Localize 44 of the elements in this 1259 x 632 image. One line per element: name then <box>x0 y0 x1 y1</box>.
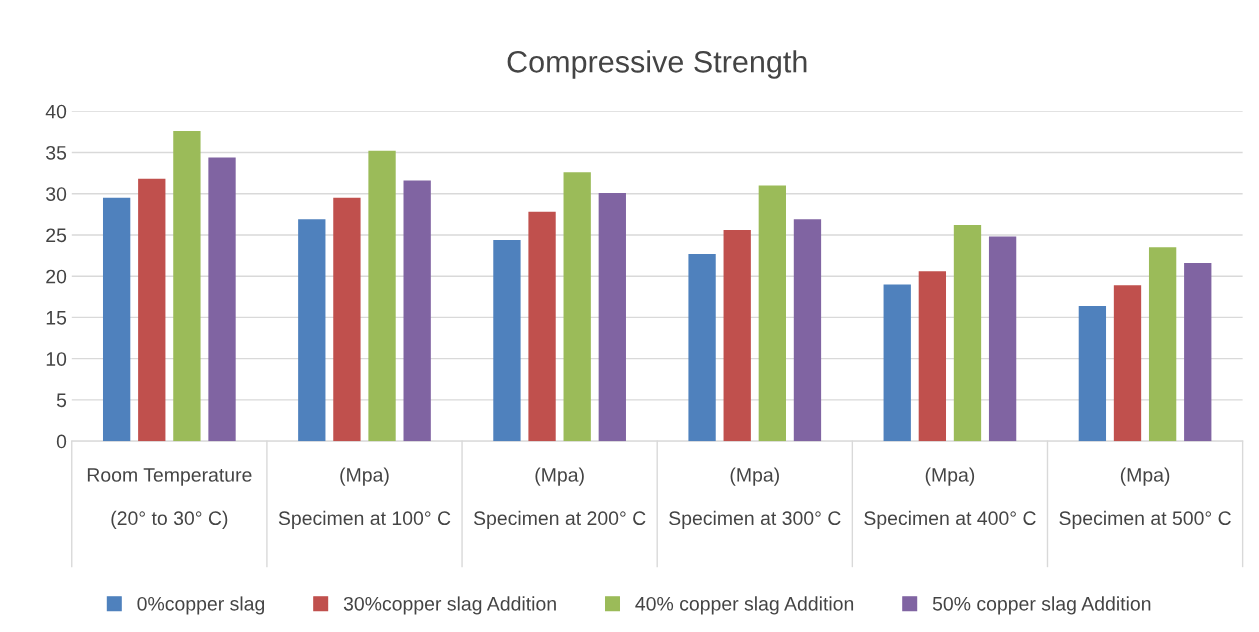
legend-label: 50% copper slag Addition <box>932 596 1151 615</box>
bar <box>1148 247 1177 442</box>
bar <box>493 239 521 442</box>
bar <box>298 219 326 442</box>
category-label: (Mpa) Specimen at 300° C <box>669 467 841 529</box>
y-tick-label: 30 <box>46 187 67 201</box>
bar <box>688 253 716 442</box>
bar <box>528 211 556 442</box>
bar <box>563 172 591 442</box>
bar <box>918 271 947 442</box>
category-label: (Mpa) Specimen at 100° C <box>278 467 451 529</box>
bar <box>403 180 431 442</box>
legend-label: 0%copper slag <box>137 596 265 615</box>
legend-label: 40% copper slag Addition <box>635 596 854 615</box>
category-label: (Mpa) Specimen at 500° C <box>1059 467 1231 529</box>
y-tick-label: 40 <box>45 104 67 119</box>
bar <box>368 150 396 442</box>
bar <box>953 225 982 442</box>
bar <box>793 219 822 442</box>
chart-title: Compressive Strength <box>507 50 807 79</box>
y-tick-label: 25 <box>46 228 67 243</box>
bar <box>173 131 201 442</box>
bar <box>1113 285 1142 442</box>
bar <box>758 185 786 442</box>
category-label: (Mpa) Specimen at 400° C <box>864 467 1036 529</box>
y-tick-label: 0 <box>56 434 67 449</box>
bar <box>1184 262 1212 442</box>
bar <box>1078 305 1107 442</box>
bar <box>102 197 131 442</box>
legend-label: 30%copper slag Addition <box>343 596 556 615</box>
bar <box>208 157 236 442</box>
y-tick-label: 35 <box>46 145 67 160</box>
category-label: Room Temperature (20° to 30° C) <box>87 468 252 529</box>
bar <box>988 236 1017 442</box>
y-tick-label: 15 <box>46 311 67 325</box>
bar <box>723 230 751 442</box>
bar <box>883 284 911 442</box>
y-tick-label: 20 <box>46 269 67 284</box>
y-tick-label: 10 <box>46 352 67 366</box>
bar <box>138 178 166 442</box>
bar <box>598 192 626 442</box>
category-label: (Mpa) Specimen at 200° C <box>473 467 646 529</box>
bar <box>333 197 361 442</box>
y-tick-label: 5 <box>56 393 67 408</box>
